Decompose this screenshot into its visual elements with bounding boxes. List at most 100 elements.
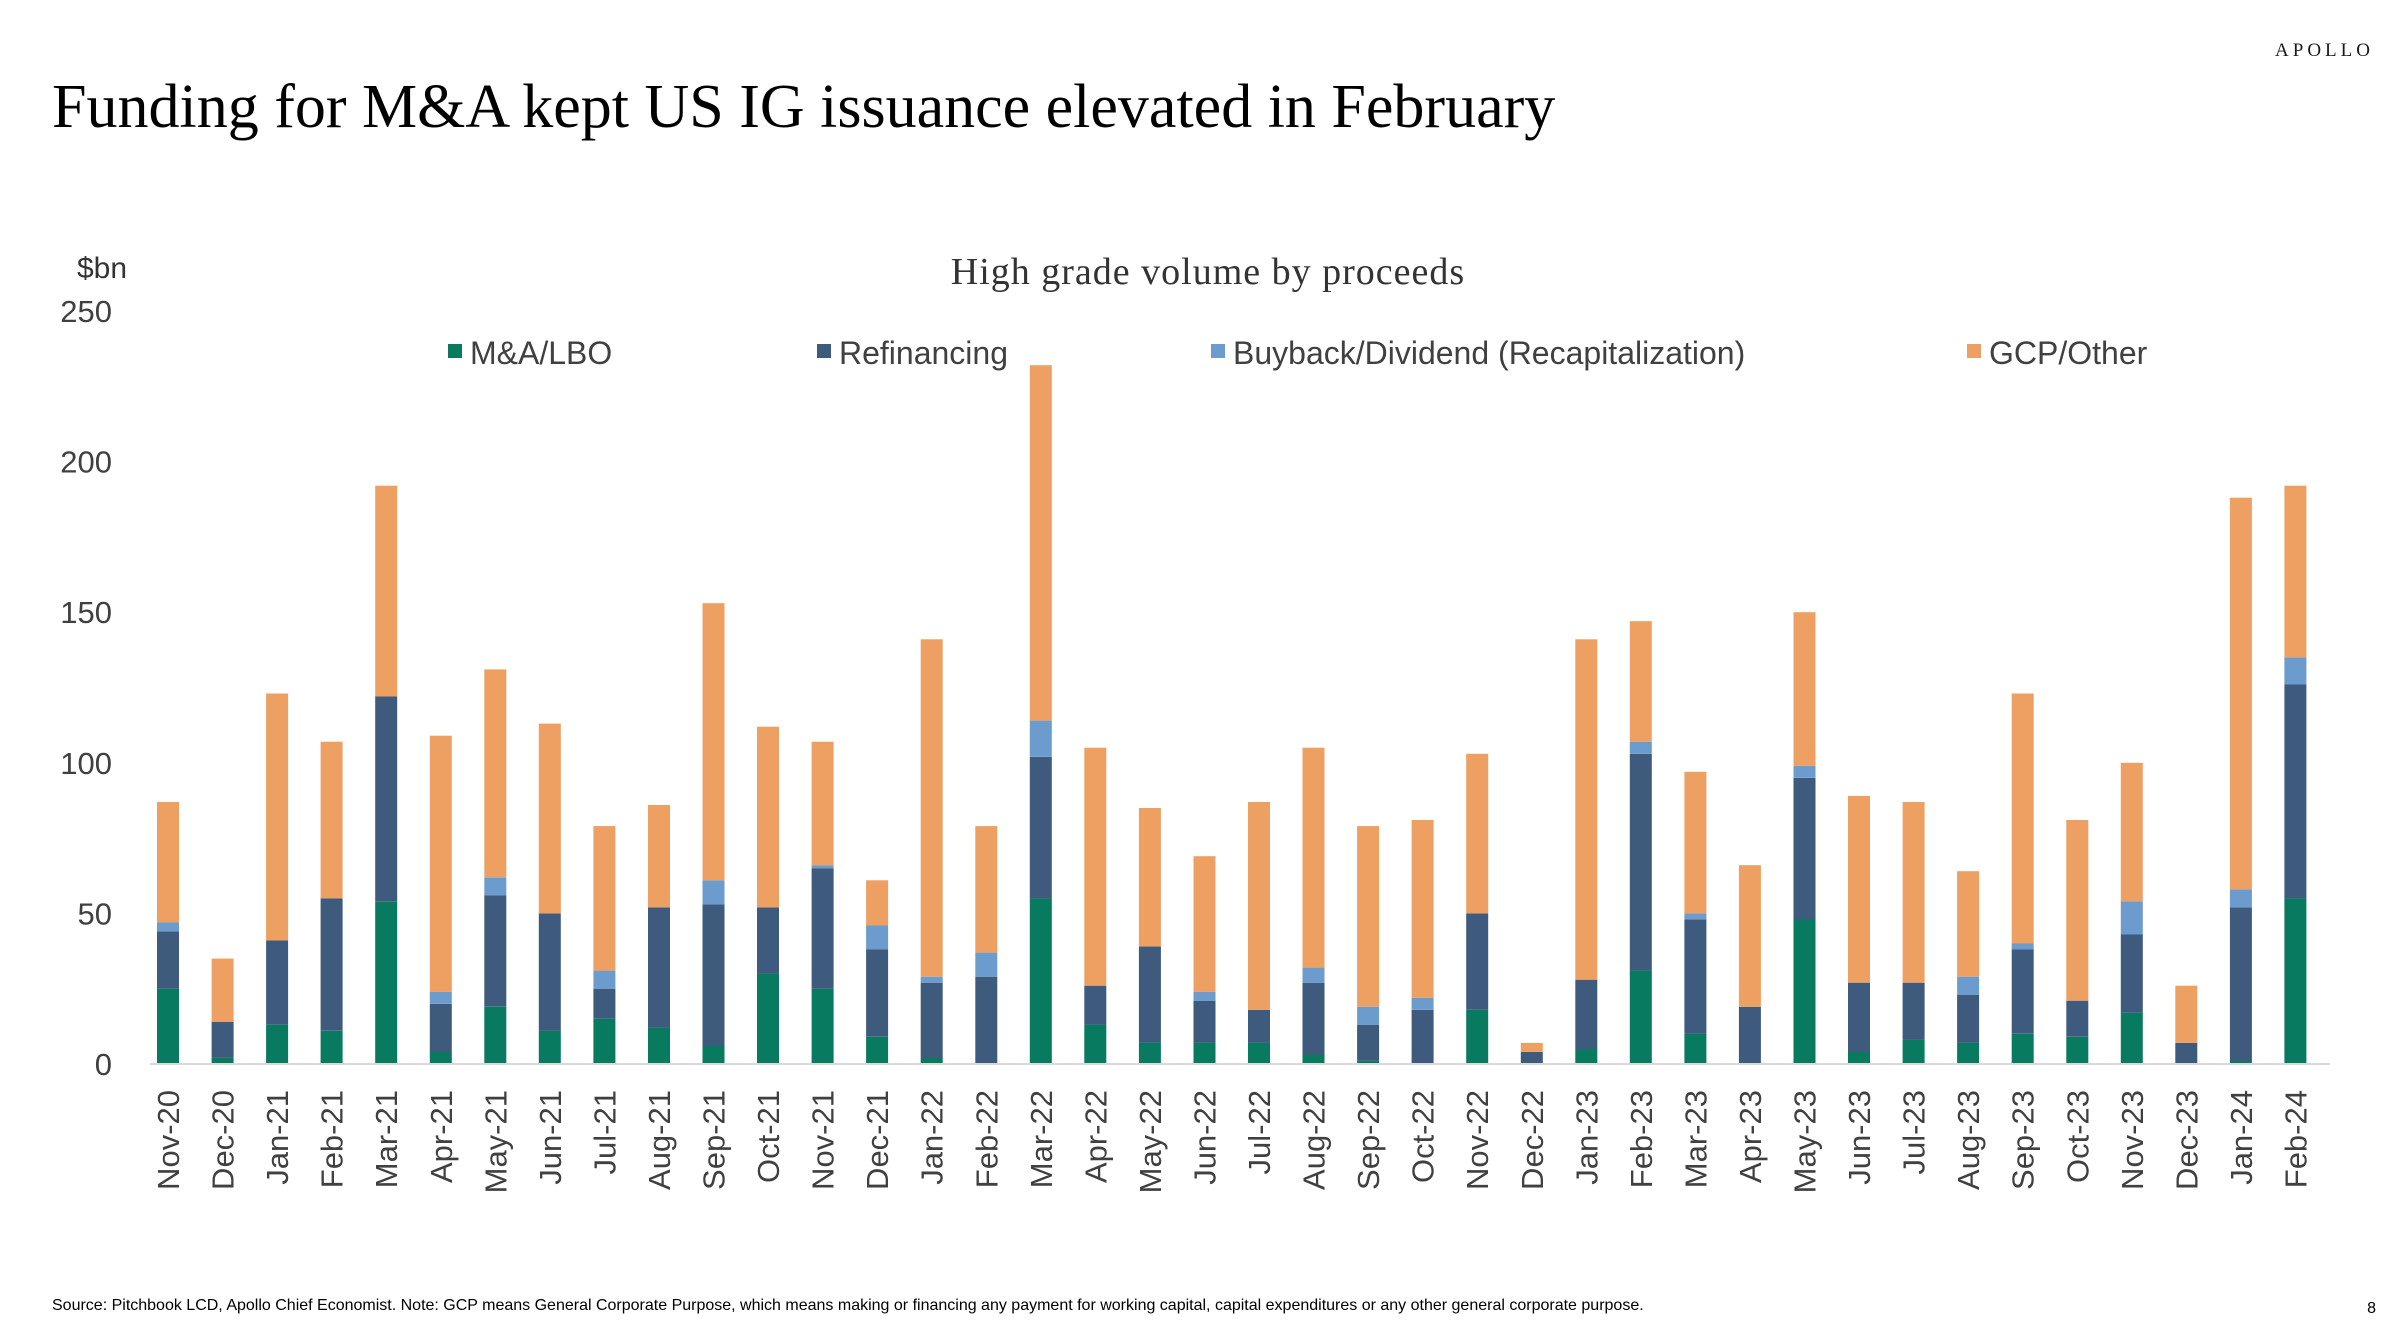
bar-segment-m-a-lbo bbox=[1684, 1033, 1707, 1064]
bar-segment-refinancing bbox=[1575, 979, 1598, 1049]
bar-segment-refinancing bbox=[811, 868, 834, 989]
bar-segment-gcp-other bbox=[1848, 795, 1870, 983]
bar-segment-gcp-other bbox=[1629, 621, 1652, 742]
bar-segment-m-a-lbo bbox=[702, 1045, 725, 1064]
x-tick-label: Mar-23 bbox=[1678, 1090, 1713, 1188]
bar-segment-gcp-other bbox=[2229, 497, 2252, 890]
x-tick-label: Jan-22 bbox=[915, 1090, 950, 1185]
bar-segment-m-a-lbo bbox=[484, 1006, 507, 1064]
legend-label: Buyback/Dividend (Recapitalization) bbox=[1233, 335, 1745, 371]
bar-segment-m-a-lbo bbox=[811, 988, 834, 1064]
bar-segment-gcp-other bbox=[157, 802, 179, 923]
x-tick-label: Jul-21 bbox=[587, 1090, 622, 1174]
y-axis-label: $bn bbox=[77, 252, 127, 285]
bar-segment-refinancing bbox=[375, 696, 398, 902]
bar-segment-gcp-other bbox=[1684, 771, 1707, 914]
bar-segment-refinancing bbox=[1357, 1024, 1380, 1061]
bar-segment-m-a-lbo bbox=[1193, 1042, 1216, 1064]
bar-segment-gcp-other bbox=[1575, 639, 1598, 980]
bar-segment-buyback-dividend-recapitalization bbox=[429, 991, 452, 1004]
page-number: 8 bbox=[2367, 1300, 2376, 1317]
x-tick-label: Aug-21 bbox=[642, 1090, 677, 1190]
bar-segment-gcp-other bbox=[1793, 612, 1816, 766]
bar-segment-m-a-lbo bbox=[648, 1027, 670, 1064]
bar-segment-buyback-dividend-recapitalization bbox=[157, 922, 179, 932]
bar-segment-gcp-other bbox=[2120, 762, 2143, 902]
bar-segment-refinancing bbox=[2066, 1000, 2089, 1037]
bar-segment-refinancing bbox=[1029, 756, 1052, 899]
x-tick-label: Jun-21 bbox=[533, 1090, 568, 1185]
bar-segment-m-a-lbo bbox=[157, 988, 179, 1064]
bar-segment-buyback-dividend-recapitalization bbox=[484, 877, 507, 896]
bar-segment-gcp-other bbox=[2175, 985, 2198, 1043]
x-tick-label: Feb-24 bbox=[2278, 1090, 2313, 1188]
x-tick-label: Dec-23 bbox=[2169, 1090, 2204, 1190]
y-tick-label: 200 bbox=[60, 445, 112, 480]
bar-segment-m-a-lbo bbox=[1629, 970, 1652, 1064]
bar-segment-refinancing bbox=[648, 907, 670, 1028]
bar-segment-buyback-dividend-recapitalization bbox=[1193, 991, 1216, 1001]
bar-segment-refinancing bbox=[157, 931, 179, 989]
bar-segment-gcp-other bbox=[1248, 802, 1270, 1010]
bar-segment-refinancing bbox=[211, 1021, 234, 1058]
bar-segment-refinancing bbox=[1902, 982, 1925, 1040]
x-tick-label: Sep-22 bbox=[1351, 1090, 1386, 1190]
bar-segment-m-a-lbo bbox=[1248, 1042, 1270, 1064]
bar-segment-m-a-lbo bbox=[211, 1058, 234, 1064]
bar-segment-buyback-dividend-recapitalization bbox=[1957, 976, 1980, 995]
x-tick-label: Apr-22 bbox=[1078, 1090, 1113, 1183]
bar-segment-gcp-other bbox=[266, 693, 289, 941]
x-tick-label: Jun-22 bbox=[1187, 1090, 1222, 1185]
bar-segment-buyback-dividend-recapitalization bbox=[811, 865, 834, 869]
bar-segment-buyback-dividend-recapitalization bbox=[1029, 720, 1052, 757]
bar-segment-gcp-other bbox=[1084, 747, 1107, 986]
bar-segment-refinancing bbox=[975, 976, 998, 1064]
bar-segment-gcp-other bbox=[1466, 753, 1489, 914]
bar-segment-gcp-other bbox=[1902, 802, 1925, 983]
x-tick-label: Apr-21 bbox=[424, 1090, 459, 1183]
bar-segment-refinancing bbox=[1411, 1009, 1434, 1064]
bar-segment-refinancing bbox=[920, 982, 943, 1058]
bar-segment-gcp-other bbox=[593, 826, 616, 971]
bar-segment-buyback-dividend-recapitalization bbox=[920, 976, 943, 983]
bar-segment-refinancing bbox=[1848, 982, 1870, 1052]
bar-segment-gcp-other bbox=[1138, 808, 1161, 947]
legend-label: M&A/LBO bbox=[470, 335, 612, 371]
x-tick-label: Dec-21 bbox=[860, 1090, 895, 1190]
y-axis-ticks: 0 50 100 150 200 250 bbox=[60, 294, 112, 1082]
x-tick-label: May-23 bbox=[1788, 1090, 1823, 1193]
bar-segment-m-a-lbo bbox=[2066, 1036, 2089, 1064]
bar-segment-m-a-lbo bbox=[429, 1052, 452, 1064]
x-tick-label: Oct-21 bbox=[751, 1090, 786, 1183]
bar-segment-refinancing bbox=[1520, 1052, 1543, 1064]
bar-segment-gcp-other bbox=[1029, 365, 1052, 721]
bar-segment-m-a-lbo bbox=[1302, 1055, 1325, 1064]
bar-segment-gcp-other bbox=[1957, 871, 1980, 977]
bar-segment-gcp-other bbox=[702, 603, 725, 881]
x-axis-ticks: Nov-20 Dec-20 Jan-21 Feb-21 Mar-21 Apr-21 May-… bbox=[151, 1090, 2313, 1193]
bar-segment-refinancing bbox=[1302, 982, 1325, 1055]
bar-segment-m-a-lbo bbox=[266, 1024, 289, 1064]
x-tick-label: Nov-22 bbox=[1460, 1090, 1495, 1190]
bar-segment-buyback-dividend-recapitalization bbox=[702, 880, 725, 905]
bar-segment-m-a-lbo bbox=[2011, 1033, 2034, 1064]
bar-segment-gcp-other bbox=[375, 485, 398, 697]
bar-segment-m-a-lbo bbox=[2120, 1012, 2143, 1064]
bar-segment-m-a-lbo bbox=[1357, 1061, 1380, 1064]
bar-segment-gcp-other bbox=[648, 805, 670, 908]
bar-segment-m-a-lbo bbox=[757, 973, 779, 1064]
bar-segment-gcp-other bbox=[975, 826, 998, 953]
bar-segment-gcp-other bbox=[920, 639, 943, 977]
bar-segment-gcp-other bbox=[2284, 485, 2307, 658]
bar-segment-m-a-lbo bbox=[1902, 1039, 1925, 1064]
legend-swatch bbox=[448, 344, 462, 358]
bar-segment-m-a-lbo bbox=[1084, 1024, 1107, 1064]
bar-segment-m-a-lbo bbox=[1029, 898, 1052, 1064]
bar-segment-gcp-other bbox=[1411, 820, 1434, 998]
bar-segment-m-a-lbo bbox=[1793, 919, 1816, 1064]
x-tick-label: Jan-23 bbox=[1569, 1090, 1604, 1185]
bar-segment-refinancing bbox=[1629, 753, 1652, 971]
bar-segment-buyback-dividend-recapitalization bbox=[2120, 901, 2143, 935]
bar-segment-refinancing bbox=[2120, 934, 2143, 1013]
bar-segment-m-a-lbo bbox=[920, 1058, 943, 1064]
